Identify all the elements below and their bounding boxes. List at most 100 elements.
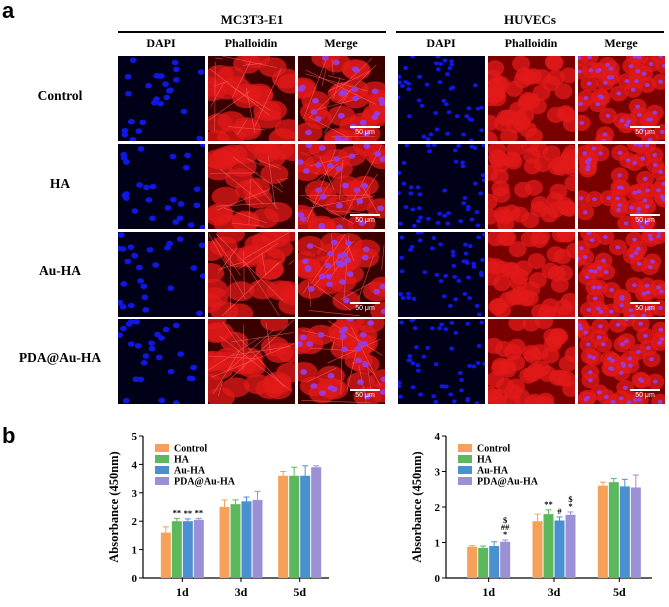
y-tick-label: 4 [435,431,441,443]
y-tick-label: 0 [132,573,138,585]
micrograph-mc3t3-dapi [118,144,205,229]
bar [478,547,489,578]
bar [193,519,204,578]
bar [532,521,543,578]
significance-label: ** [544,499,553,509]
group-divider-mc3t3 [118,31,386,33]
scale-bar-line [350,302,380,304]
bar [252,499,263,578]
legend-label: HA [477,455,493,466]
significance-label: ** [195,507,204,517]
bar [160,532,171,578]
micrograph-huvec-phalloidin [488,232,575,317]
scale-bar-line [630,302,660,304]
micrograph-huvec-dapi [398,319,485,404]
scale-bar: 50 μm [630,214,660,225]
x-tick-label: 1d [176,585,189,599]
col-header-phalloidin: Phalloidin [504,36,558,50]
legend-swatch [155,455,169,463]
y-tick-label: 3 [435,467,441,479]
micrograph-mc3t3-dapi [118,319,205,404]
significance-label: $ [503,515,508,525]
bar [500,541,511,578]
bar [630,487,641,578]
col-header-dapi: DAPI [146,36,176,50]
micrograph-mc3t3-merge: 50 μm [298,144,385,229]
micrograph-huvec-merge: 50 μm [578,56,665,141]
row-label-ha: HA [49,176,71,191]
scale-bar-line [350,214,380,216]
x-tick-label: 3d [235,585,248,599]
panel-label-a: a [2,0,15,23]
legend-label: PDA@Au-HA [174,477,236,488]
chart-huvec-absorbance: Absorbance (450nm)012341d$##*3d**#$*5dCo… [410,431,652,599]
bar [171,521,182,578]
col-header-merge: Merge [324,36,358,50]
micrograph-mc3t3-phalloidin [208,144,295,229]
scale-bar-label: 50 μm [635,305,655,312]
bar [597,485,608,578]
significance-label: $ [568,494,573,504]
row-label-control: Control [37,88,83,103]
significance-label: ** [173,507,182,517]
scale-bar: 50 μm [350,126,380,137]
bar [467,546,478,578]
scale-bar: 50 μm [630,126,660,137]
scale-bar-label: 50 μm [355,129,375,136]
scale-bar: 50 μm [350,214,380,225]
legend-swatch [458,455,472,463]
micrograph-mc3t3-merge: 50 μm [298,319,385,404]
legend-swatch [458,444,472,452]
scale-bar-label: 50 μm [635,392,655,399]
bar [278,475,289,578]
legend-swatch [155,444,169,452]
bar [230,504,241,578]
significance-label: ## [501,522,510,532]
micrograph-huvec-merge: 50 μm [578,319,665,404]
scale-bar-label: 50 μm [355,392,375,399]
group-title-huvec: HUVECs [503,12,556,27]
bar [565,514,576,578]
micrograph-huvec-merge: 50 μm [578,232,665,317]
bar [489,546,500,578]
micrograph-huvec-merge: 50 μm [578,144,665,229]
row-label-pda-au-ha: PDA@Au-HA [18,350,102,365]
micrograph-huvec-dapi [398,56,485,141]
y-axis-label: Absorbance (450nm) [410,451,424,562]
col-header-dapi: DAPI [426,36,456,50]
y-tick-label: 1 [435,538,441,550]
bar [311,467,322,578]
scale-bar: 50 μm [630,302,660,313]
x-tick-label: 5d [293,585,306,599]
y-tick-label: 2 [435,502,441,514]
micrograph-huvec-phalloidin [488,56,575,141]
micrograph-mc3t3-merge: 50 μm [298,232,385,317]
significance-label: # [557,506,562,516]
bar [543,514,554,578]
micrograph-mc3t3-phalloidin [208,232,295,317]
legend-label: Control [477,444,510,455]
col-header-merge: Merge [604,36,638,50]
micrograph-huvec-dapi [398,232,485,317]
group-divider-huvec [396,31,664,33]
micrograph-mc3t3-merge: 50 μm [298,56,385,141]
scale-bar-label: 50 μm [635,129,655,136]
legend-label: Au-HA [174,466,206,477]
scale-bar: 50 μm [350,302,380,313]
micrograph-huvec-phalloidin [488,144,575,229]
bar [289,475,300,578]
legend-label: PDA@Au-HA [477,477,539,488]
scale-bar-line [350,389,380,391]
scale-bar: 50 μm [630,389,660,400]
micrograph-mc3t3-dapi [118,232,205,317]
scale-bar-label: 50 μm [355,217,375,224]
scale-bar: 50 μm [350,389,380,400]
scale-bar-line [630,214,660,216]
scale-bar-line [350,126,380,128]
scale-bar-label: 50 μm [635,217,655,224]
scale-bar-line [630,126,660,128]
legend-label: Au-HA [477,466,509,477]
x-tick-label: 5d [613,585,626,599]
significance-label: * [568,501,572,511]
